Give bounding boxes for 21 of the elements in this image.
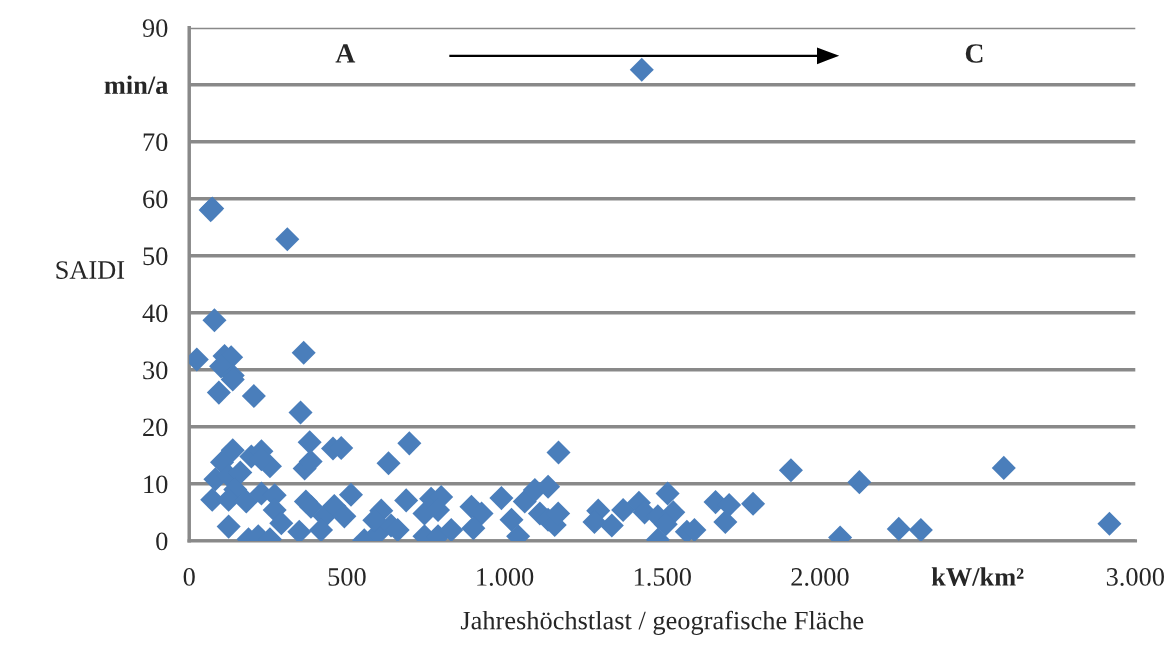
x-tick-label: 1.000 bbox=[477, 568, 534, 586]
y-tick-label: 20 bbox=[143, 418, 168, 437]
annotation: C bbox=[965, 44, 983, 63]
y-tick-label: 0 bbox=[156, 532, 168, 551]
x-tick-label: kW/km² bbox=[931, 567, 1024, 586]
y-tick-label: 30 bbox=[143, 361, 168, 380]
y-axis-title: SAIDI bbox=[56, 261, 125, 279]
x-axis-title: Jahreshöchstlast / geografische Fläche bbox=[460, 610, 864, 635]
y-tick-label: 70 bbox=[143, 133, 168, 152]
x-tick-label: 2.000 bbox=[791, 568, 849, 586]
y-tick-label: min/a bbox=[104, 75, 168, 95]
y-tick-label: 50 bbox=[143, 247, 168, 266]
x-tick-label: 3.000 bbox=[1106, 568, 1164, 586]
y-tick-label: 60 bbox=[143, 190, 168, 209]
x-tick-label: 0 bbox=[183, 568, 195, 586]
y-tick-label: 90 bbox=[142, 19, 168, 38]
x-tick-label: 1.500 bbox=[634, 568, 691, 586]
x-tick-label: 500 bbox=[328, 568, 366, 586]
annotation: A bbox=[335, 44, 356, 63]
y-tick-label: 10 bbox=[144, 475, 168, 494]
y-tick-label: 40 bbox=[142, 304, 168, 323]
